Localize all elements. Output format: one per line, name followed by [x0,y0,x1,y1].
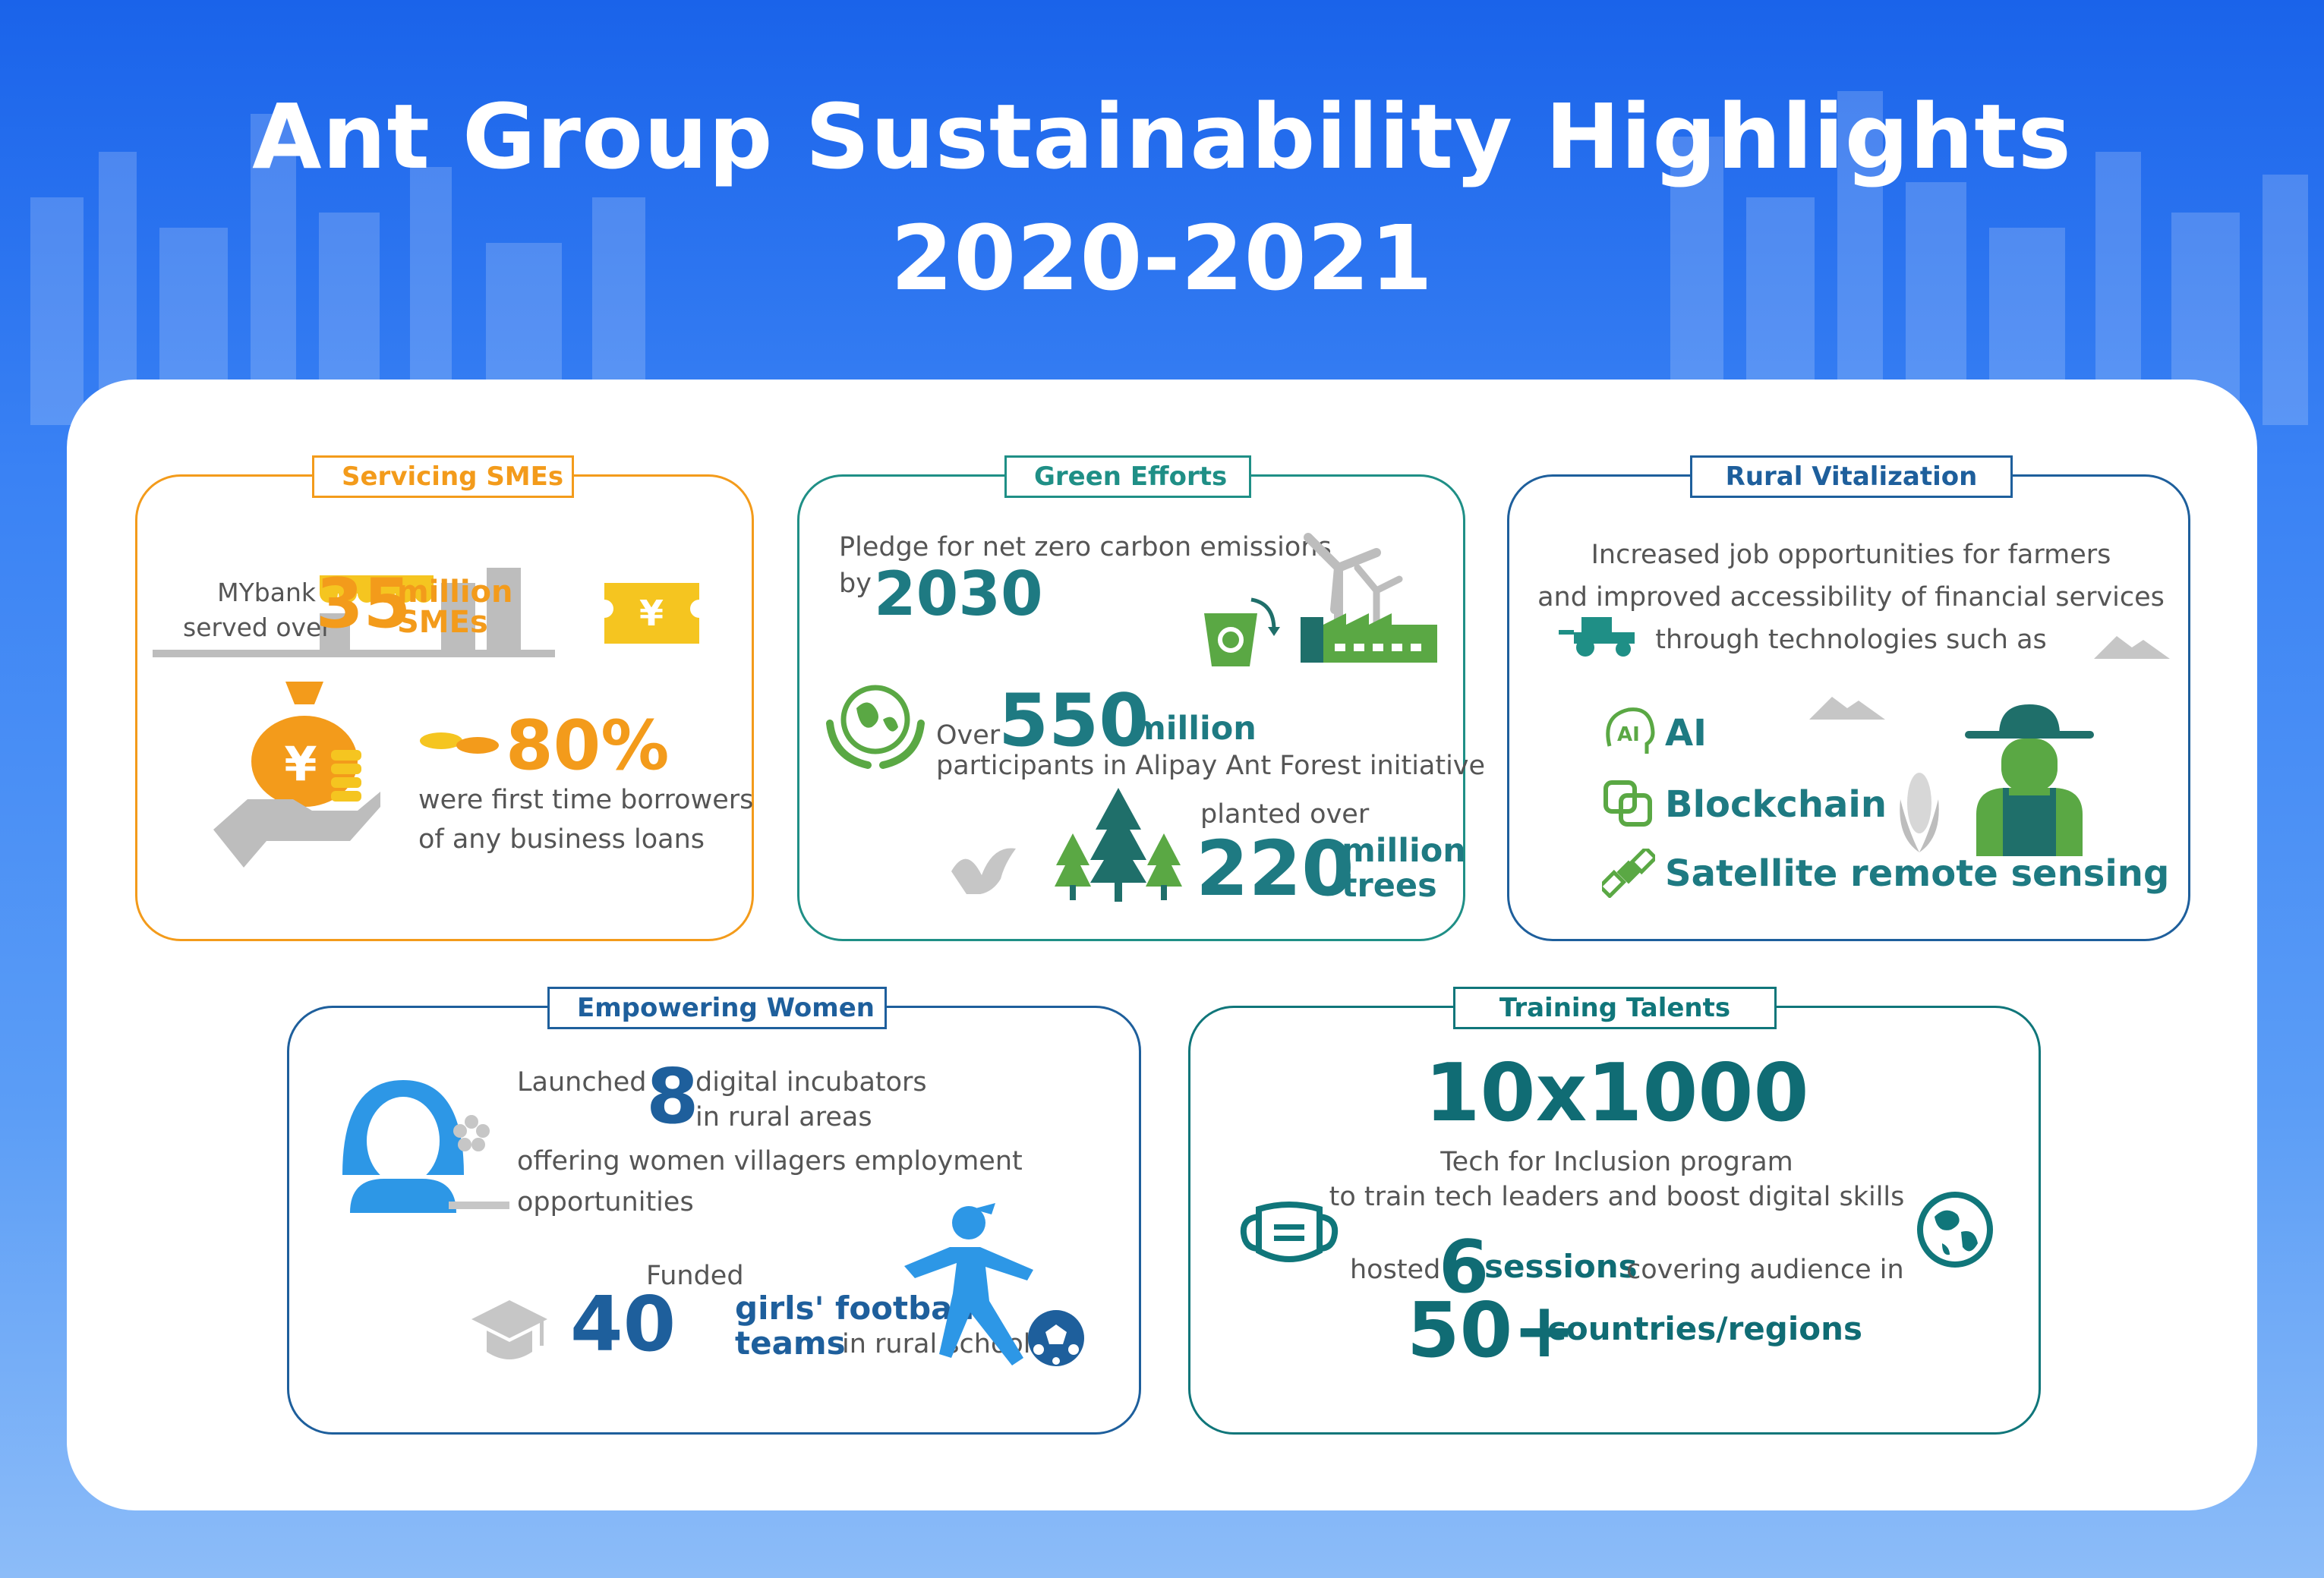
first-time-borrowers-pct: 80% [506,706,670,786]
launched-label: Launched [517,1067,647,1098]
teams-line2a: teams [735,1324,846,1362]
rural-desc-line1: Increased job opportunities for farmers [1591,540,2111,570]
blockchain-icon [1602,779,1655,831]
participants-desc: participants in Alipay Ant Forest initia… [936,751,1486,781]
factory-icon [1301,602,1437,666]
mybank-line2: served over [183,613,332,642]
mybank-line1: MYbank [217,578,316,607]
content-panel: Servicing SMEs MYbank served over 35 mil… [67,380,2257,1510]
borrowers-line2: of any business loans [418,824,705,855]
program-desc: Tech for Inclusion program to train tech… [1190,1145,2043,1214]
card-training-talents: Training Talents 10x1000 Tech for Inclus… [1188,987,2043,1435]
program-title-number: 10x1000 [1424,1047,1809,1139]
teams-line1: girls' football [735,1290,975,1327]
mountain-icon-2 [1809,689,1885,723]
pledge-text: Pledge for net zero carbon emissions [839,532,1332,562]
svg-text:AI: AI [1617,723,1640,746]
mask-icon [1240,1198,1339,1273]
participants-number: 550 [998,679,1149,763]
incubators-line1: digital incubators [695,1067,927,1098]
borrowers-line1: were first time borrowers [418,785,754,815]
incubators-number: 8 [646,1052,699,1141]
page-subtitle-years: 2020-2021 [891,206,1433,310]
countries-label: countries/regions [1547,1310,1862,1347]
sme-count-unit2: SMEs [397,605,488,640]
net-zero-year: 2030 [874,559,1043,629]
tech-blockchain: Blockchain [1665,783,1887,826]
coins-icon [418,727,502,761]
program-desc-line2: to train tech leaders and boost digital … [1329,1182,1905,1212]
trees-number: 220 [1196,824,1354,913]
card-rural-vitalization: Rural Vitalization Increased job opportu… [1507,455,2193,941]
page-header: Ant Group Sustainability Highlights 2020… [0,76,2324,319]
ai-icon: AI [1602,704,1655,761]
page-title: Ant Group Sustainability Highlights [252,84,2072,189]
sme-count-number: 35 [316,564,412,644]
teams-number: 40 [570,1280,676,1369]
hosted-label: hosted [1350,1255,1441,1285]
globe-hands-icon [826,678,925,772]
graduation-cap-icon [468,1296,551,1368]
corn-icon [1897,765,1942,859]
countries-number: 50+ [1407,1286,1576,1375]
incubators-line2: in rural areas [695,1102,872,1132]
offering-line2: opportunities [517,1187,694,1217]
card-tag-rural: Rural Vitalization [1690,455,2013,498]
tractor-icon [1559,613,1642,662]
tech-ai: AI [1665,712,1708,754]
football-icon [1026,1308,1086,1372]
card-tag-green: Green Efforts [1004,455,1251,498]
bird-icon [948,841,1020,897]
rural-desc-line3: through technologies such as [1655,625,2047,655]
sme-count-unit1: million [397,575,513,609]
shop-icon [153,560,555,662]
svg-text:¥: ¥ [639,593,664,634]
sessions-number: 6 [1439,1226,1490,1309]
offering-desc: offering women villagers employment oppo… [517,1141,1023,1223]
trees-unit2: trees [1342,867,1437,905]
football-player-icon [904,1202,1056,1379]
participants-unit: million [1132,710,1257,748]
card-green-efforts: Green Efforts Pledge for net zero carbon… [797,455,1485,941]
money-bag-icon: ¥ [244,674,365,810]
offering-line1: offering women villagers employment [517,1146,1023,1176]
woman-icon [335,1069,509,1220]
borrowers-desc: were first time borrowers of any busines… [418,780,753,859]
funded-label: Funded [646,1261,744,1291]
mountain-icon [2094,628,2170,662]
rural-desc: Increased job opportunities for farmers … [1509,534,2193,661]
globe-icon [1916,1190,1995,1273]
sessions-label: sessions [1484,1248,1638,1285]
pledge-by: by [839,569,872,599]
flower-icon [453,1114,490,1155]
farmer-icon [1965,701,2094,859]
trees-unit1: million [1342,832,1466,870]
participants-over: Over [936,720,1001,751]
card-servicing-smes: Servicing SMEs MYbank served over 35 mil… [135,455,754,941]
hand-icon [213,769,388,871]
rural-desc-line2: and improved accessibility of financial … [1537,582,2165,613]
incubators-desc: digital incubators in rural areas [695,1065,927,1135]
program-desc-line1: Tech for Inclusion program [1440,1147,1793,1177]
planted-over: planted over [1200,799,1370,830]
mybank-label: MYbank served over [183,575,332,645]
card-tag-talent: Training Talents [1453,987,1777,1029]
card-tag-women: Empowering Women [547,987,887,1029]
trees-icon [1054,788,1183,905]
card-empowering-women: Empowering Women Launched 8 digital incu… [287,987,1141,1435]
satellite-icon [1597,845,1659,901]
svg-text:¥: ¥ [284,736,317,792]
tech-satellite: Satellite remote sensing [1665,852,2170,895]
card-tag-smes: Servicing SMEs [312,455,574,498]
coupon-icon: ¥ [597,575,707,654]
covering-label: covering audience in [1626,1255,1904,1285]
recycle-bin-icon [1198,591,1282,673]
